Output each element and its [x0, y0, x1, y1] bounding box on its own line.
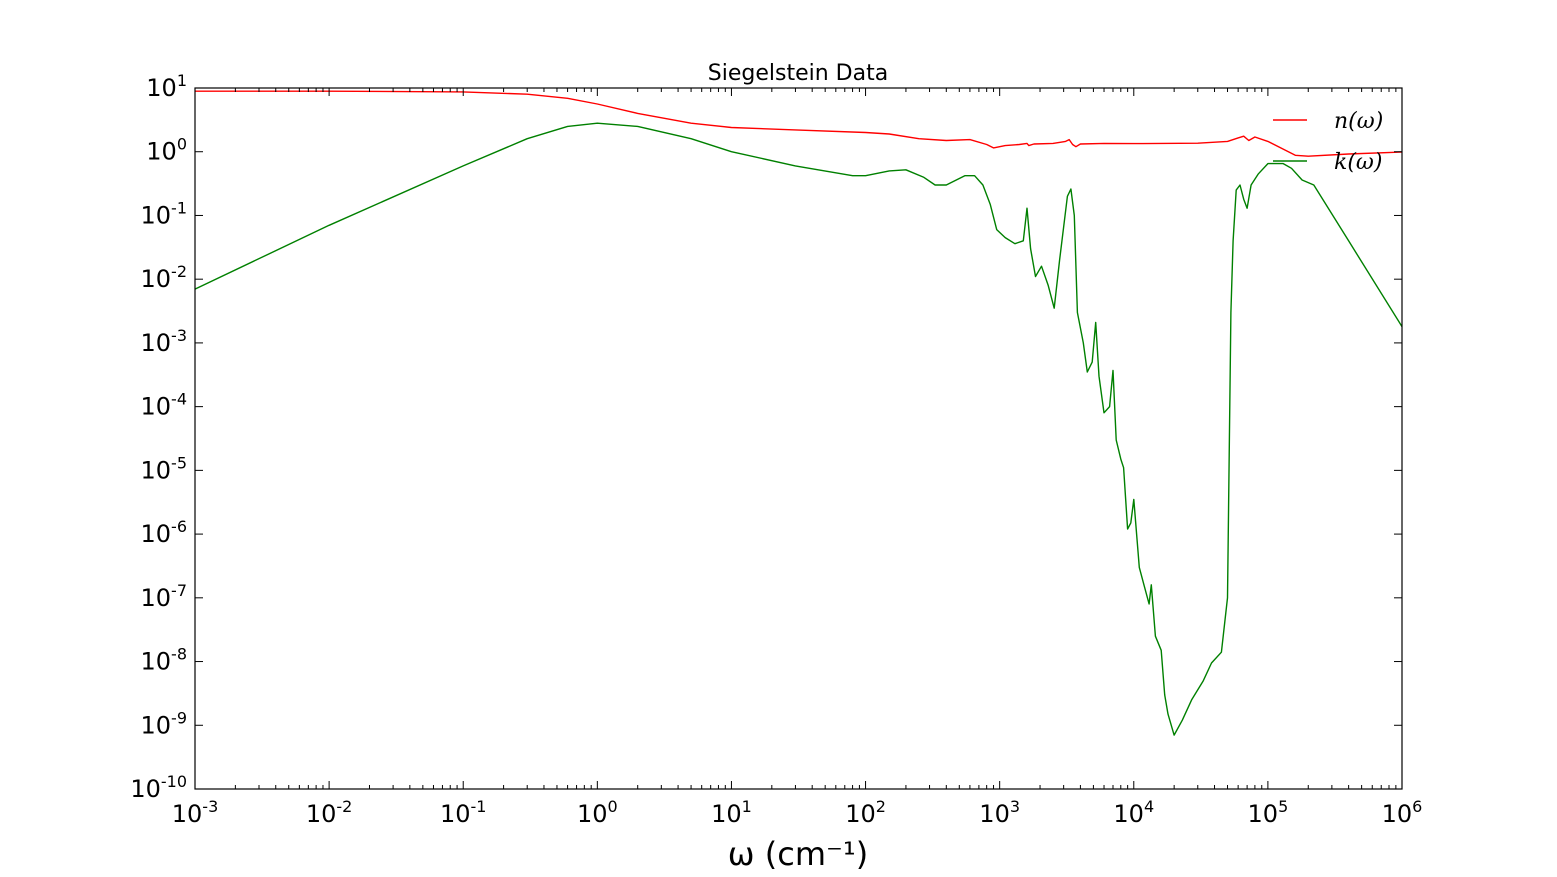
x-tick-label: 10-2 [306, 797, 353, 828]
x-tick-label: 105 [1248, 797, 1289, 828]
y-tick-label: 10-10 [130, 772, 187, 803]
y-tick-label: 10-1 [141, 198, 188, 229]
legend: n(ω) k(ω) [1273, 109, 1383, 175]
y-tick-label: 100 [146, 135, 187, 166]
y-tick-label: 101 [146, 71, 187, 102]
x-tick-label: 10-3 [172, 797, 219, 828]
plot-frame [194, 87, 1403, 790]
x-axis-label: ω (cm⁻¹) [728, 835, 868, 873]
series-layer [194, 90, 1403, 736]
y-tick-label: 10-3 [141, 326, 188, 357]
y-tick-label: 10-6 [141, 517, 188, 548]
y-tick-label: 10-4 [141, 390, 188, 421]
y-tick-label: 10-8 [141, 645, 188, 676]
x-tick-label: 10-1 [440, 797, 487, 828]
x-tick-label: 106 [1382, 797, 1423, 828]
plot-background [195, 88, 1402, 789]
series-line-0 [195, 90, 1403, 157]
x-tick-label: 103 [979, 797, 1020, 828]
x-axis-ticks: 10-3 10-2 10-1 100 101 102 103 104 105 106 [172, 88, 1423, 828]
x-tick-label: 104 [1113, 797, 1154, 828]
legend-label-0: n(ω) [1334, 109, 1383, 134]
legend-label-1: k(ω) [1334, 150, 1382, 175]
y-tick-label: 10-2 [141, 262, 188, 293]
chart-title: Siegelstein Data [708, 61, 888, 86]
x-tick-label: 102 [845, 797, 886, 828]
y-tick-label: 10-5 [141, 453, 188, 484]
y-tick-label: 10-9 [141, 708, 188, 739]
x-tick-label: 100 [577, 797, 618, 828]
x-tick-label: 101 [711, 797, 752, 828]
y-tick-label: 10-7 [141, 581, 188, 612]
series-line-1 [194, 122, 1403, 736]
y-axis-ticks: 101 100 10-1 10-2 10-3 10-4 10-5 10-6 10-7 10-8 10… [130, 71, 1402, 803]
